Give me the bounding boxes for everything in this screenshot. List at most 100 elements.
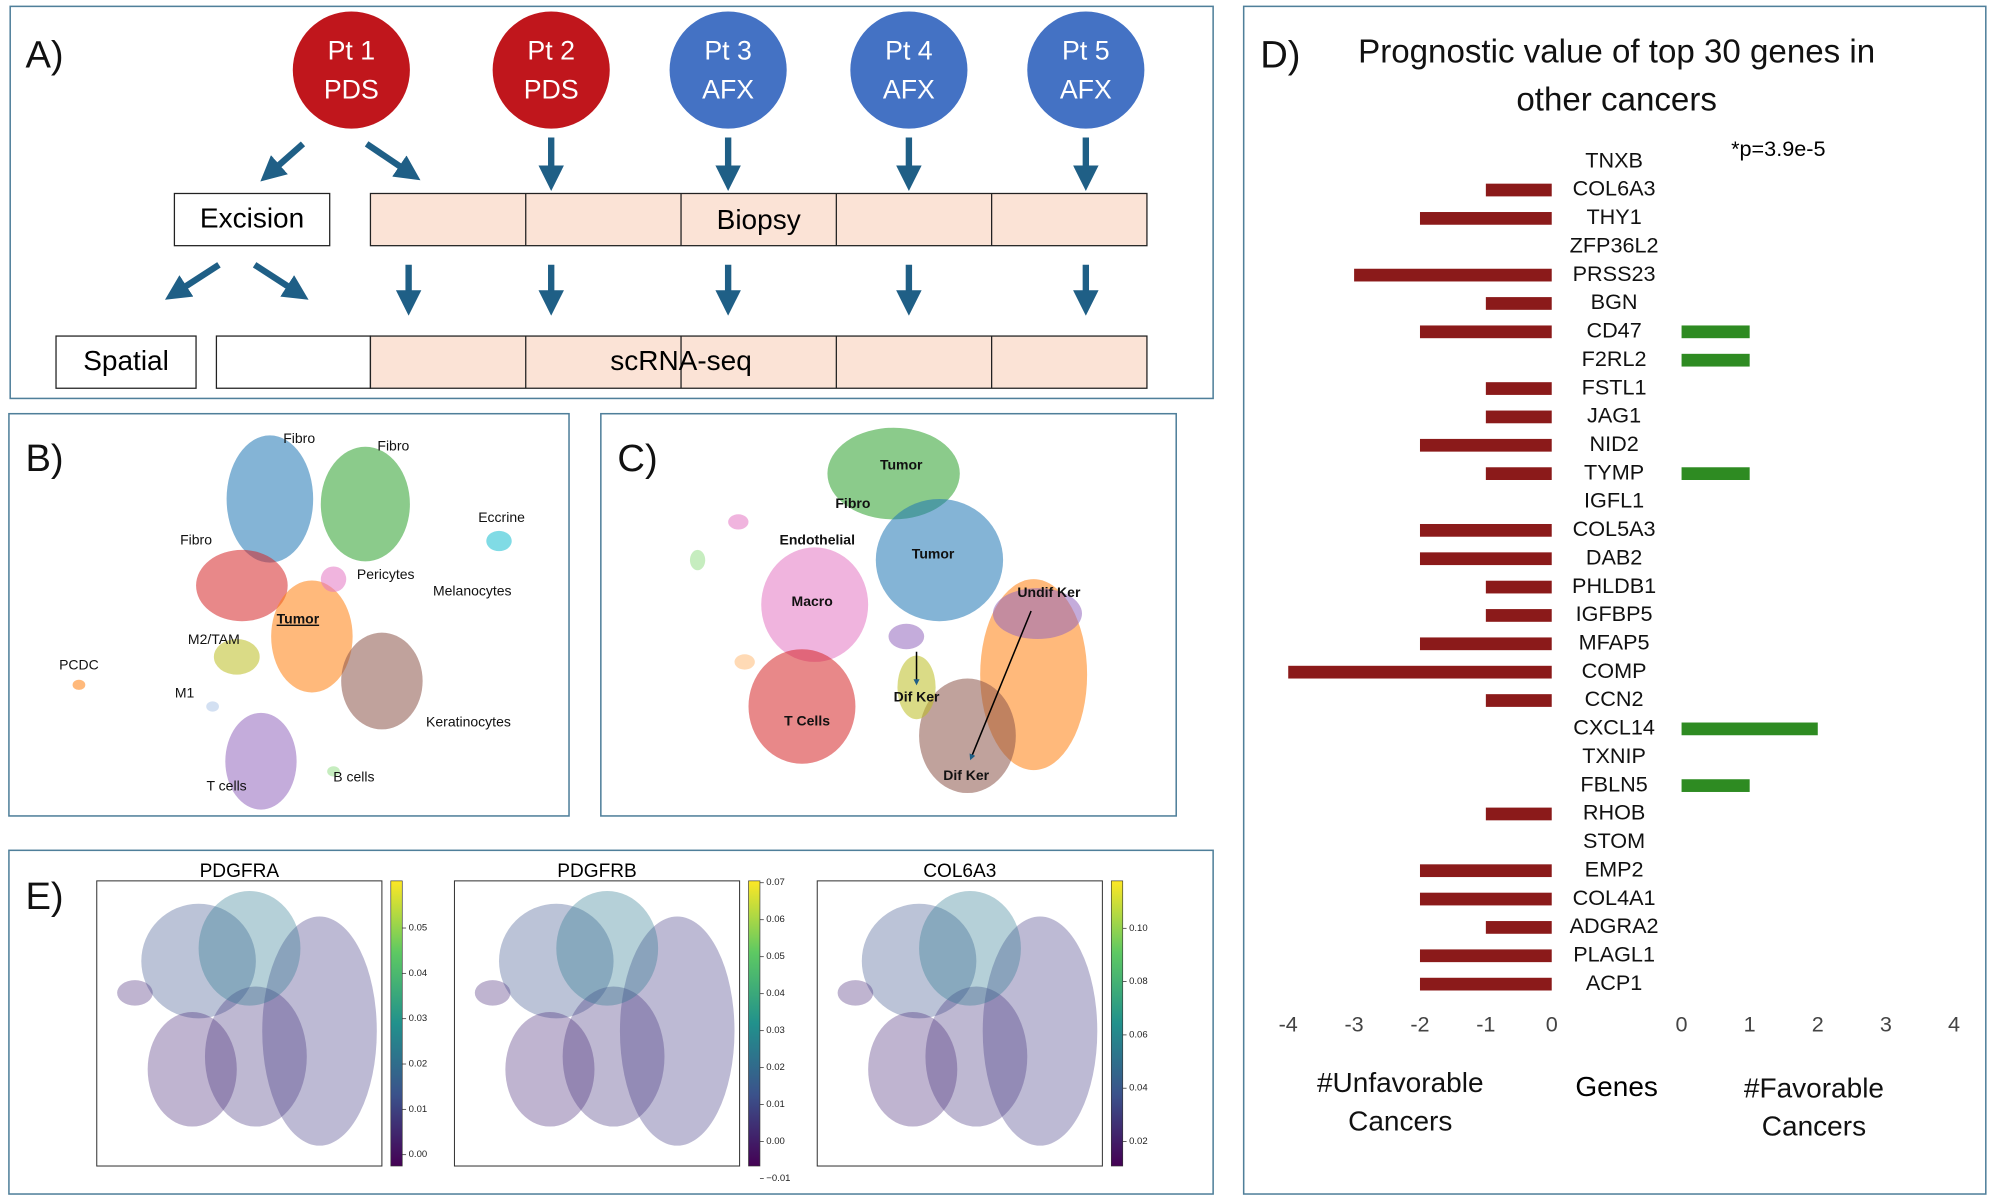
panel-label: D) xyxy=(1260,33,1300,76)
patient-id: Pt 4 xyxy=(885,35,933,65)
patient-circle xyxy=(850,11,968,129)
scrna-label: scRNA-seq xyxy=(610,345,752,376)
cluster xyxy=(827,427,960,520)
category-label: BGN xyxy=(1591,289,1638,314)
annotation: *p=3.9e-5 xyxy=(1731,136,1825,161)
category-label: IGFBP5 xyxy=(1576,601,1653,626)
arrow xyxy=(260,141,306,182)
colorbar-tick-label: 0.06 xyxy=(766,914,785,925)
bar xyxy=(1354,268,1552,282)
x-tick-label: -4 xyxy=(1279,1012,1298,1037)
bar xyxy=(1485,921,1552,934)
chart: TNXB COL6A3 THY1 ZFP36L2 PRSS23 BGN CD47 F2RL2 F… xyxy=(1279,147,1960,1036)
colorbar-tick-label: 0.03 xyxy=(766,1025,785,1036)
x-tick-label: -2 xyxy=(1410,1012,1429,1037)
cluster xyxy=(320,446,410,562)
cluster-label: Macro xyxy=(792,593,833,609)
category-label: IGFL1 xyxy=(1584,488,1644,513)
category-label: DAB2 xyxy=(1586,544,1643,569)
panel-a-frame xyxy=(9,5,1214,400)
x-axis-label: #Unfavorable Cancers xyxy=(1316,1066,1484,1137)
colorbar xyxy=(390,880,403,1167)
colorbar-tick-label: 0.04 xyxy=(409,968,428,979)
patient-id: Pt 5 xyxy=(1062,35,1110,65)
x-tick-label: -3 xyxy=(1344,1012,1363,1037)
cluster xyxy=(225,712,297,810)
umap-b xyxy=(72,435,512,810)
arrow xyxy=(364,141,421,181)
colorbar-tick-label: 0.01 xyxy=(409,1104,428,1115)
colorbar-tick-label: 0.03 xyxy=(409,1013,428,1024)
spatial-label: Spatial xyxy=(83,345,169,376)
cluster-label: T Cells xyxy=(784,712,830,728)
x2-axis-label: #Favorable Cancers xyxy=(1743,1071,1885,1142)
bar xyxy=(1419,325,1552,339)
cluster-label: Keratinocytes xyxy=(426,714,511,730)
cluster-label: Eccrine xyxy=(478,509,525,525)
colorbar-tick-label: 0.01 xyxy=(766,1099,785,1110)
expression-region xyxy=(117,980,153,1006)
panel-e-frame xyxy=(8,849,1214,1195)
patient-group: PDS xyxy=(524,75,579,105)
x2-tick-label: 2 xyxy=(1812,1012,1824,1037)
colorbar-tick-label: 0.05 xyxy=(409,923,428,934)
bar xyxy=(1485,807,1552,821)
colorbar-tick-label: 0.02 xyxy=(766,1062,785,1073)
cluster-label: Tumor xyxy=(277,611,320,627)
plot-frame xyxy=(453,880,741,1167)
cluster-label: B cells xyxy=(333,768,374,784)
cluster xyxy=(875,498,1004,622)
colorbar-tick-label: 0.00 xyxy=(409,1149,428,1160)
patient-group: AFX xyxy=(1060,75,1112,105)
bar xyxy=(1681,467,1750,480)
expression-region xyxy=(141,903,256,1019)
panel-label: C) xyxy=(617,437,657,480)
feature-plots: PDGFRA 0.00 0.01 0.02 0.03 0.04 0.05 PDGFRB −0.0… xyxy=(96,861,1148,1184)
expression-region xyxy=(556,891,659,1006)
colorbar-tick-label: −0.01 xyxy=(766,1173,790,1184)
patient-group: PDS xyxy=(324,75,379,105)
cluster-label: M2/TAM xyxy=(188,631,240,647)
scrna-strip xyxy=(369,335,1148,389)
spatial-box xyxy=(55,335,197,389)
cluster-label: Pericytes xyxy=(357,566,415,582)
chart-title: Prognostic value of top 30 genes in othe… xyxy=(1358,31,1876,118)
cluster-label: Fibro xyxy=(180,532,212,548)
arrow xyxy=(252,262,309,300)
category-label: ZFP36L2 xyxy=(1570,232,1659,257)
patient-circle xyxy=(1027,11,1145,129)
x2-tick-label: 0 xyxy=(1676,1012,1688,1037)
colorbar-tick-label: 0.08 xyxy=(1129,976,1148,987)
arrow xyxy=(164,262,221,300)
bar xyxy=(1419,892,1552,906)
cluster xyxy=(761,547,869,662)
plot-frame xyxy=(96,880,383,1167)
category-label: RHOB xyxy=(1583,800,1645,825)
category-label: ACP1 xyxy=(1586,970,1643,995)
bar xyxy=(1485,183,1552,197)
bar xyxy=(1681,779,1750,792)
umap-c xyxy=(689,427,1088,794)
panel-label: E) xyxy=(25,875,63,918)
plot-title: COL6A3 xyxy=(923,861,996,882)
cluster-label: PCDC xyxy=(59,656,99,672)
colorbar-tick-label: 0.02 xyxy=(1129,1136,1148,1147)
panel-d-frame xyxy=(1242,5,1987,1195)
category-label: COL6A3 xyxy=(1573,176,1656,201)
colorbar-tick-label: 0.07 xyxy=(766,877,785,888)
expression-region xyxy=(562,986,665,1127)
cluster xyxy=(992,588,1083,640)
umap-b-labels: Fibro Fibro Eccrine Fibro Pericytes Melanocyt… xyxy=(59,430,525,794)
colorbar-tick-label: 0.05 xyxy=(766,951,785,962)
colorbar-tick-label: 0.00 xyxy=(766,1136,785,1147)
category-axis-label: Genes xyxy=(1575,1071,1658,1102)
x-tick-label: 0 xyxy=(1546,1012,1558,1037)
colorbar-tick-label: 0.06 xyxy=(1129,1029,1148,1040)
plot-title: PDGFRA xyxy=(200,861,280,882)
patient-id: Pt 1 xyxy=(328,35,376,65)
category-label: FSTL1 xyxy=(1582,374,1647,399)
cluster xyxy=(72,679,86,690)
expression-region xyxy=(198,891,301,1006)
expression-region xyxy=(619,916,735,1146)
patient-id: Pt 3 xyxy=(704,35,752,65)
